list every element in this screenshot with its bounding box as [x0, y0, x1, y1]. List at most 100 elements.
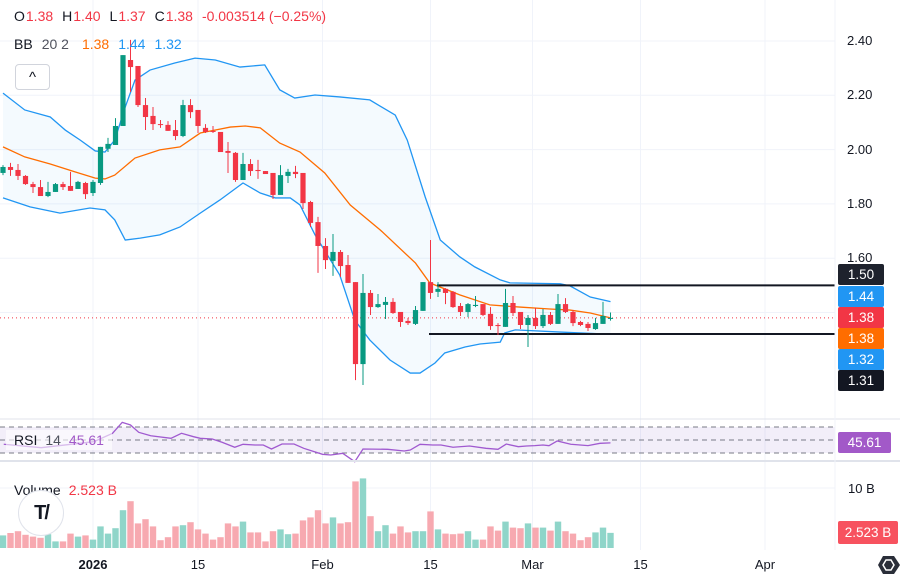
volume-bar — [472, 539, 479, 548]
candle-body — [435, 288, 441, 292]
volume-bar — [89, 539, 97, 548]
volume-bar — [449, 534, 457, 548]
open-value: 1.38 — [25, 8, 54, 24]
volume-bar — [434, 529, 442, 548]
volume-axis-tick: 10 B — [848, 481, 875, 496]
price-label: 1.31 — [838, 370, 884, 391]
volume-bar — [569, 533, 577, 548]
horizontal-level-lines[interactable] — [0, 284, 835, 335]
volume-bar — [112, 528, 119, 548]
price-axis-tick: 1.60 — [847, 250, 873, 266]
volume-bar — [299, 520, 307, 548]
candle-body — [465, 304, 471, 312]
candle-body — [187, 105, 194, 113]
volume-bar — [14, 531, 22, 548]
candle-body — [225, 150, 231, 153]
candle-body — [150, 115, 156, 125]
volume-bar — [44, 534, 52, 548]
pane-separators[interactable] — [0, 0, 900, 550]
high-value: 1.40 — [73, 8, 101, 24]
candle-body — [585, 323, 591, 328]
volume-bar — [104, 533, 112, 548]
volume-bar — [502, 521, 509, 548]
candle-body — [165, 124, 171, 131]
volume-bar — [224, 523, 232, 548]
chart-settings-button[interactable] — [872, 553, 900, 576]
volume-bar — [59, 541, 67, 548]
volume-bar — [7, 533, 14, 548]
candle-body — [397, 311, 404, 323]
price-axis-tick: 2.20 — [847, 87, 873, 103]
candle-body — [15, 169, 21, 176]
volume-bar — [67, 533, 74, 548]
time-axis-tick: 15 — [423, 557, 438, 572]
candle-body — [127, 60, 134, 68]
candle-body — [255, 169, 261, 172]
candle-body — [120, 55, 126, 126]
candle-body — [45, 191, 51, 197]
candle-body — [345, 264, 351, 283]
candle-body — [502, 302, 509, 327]
candle-body — [307, 201, 314, 223]
candle-body — [22, 175, 29, 185]
volume-bar — [412, 531, 419, 548]
volume-bar — [359, 478, 367, 548]
low-label: L — [109, 8, 118, 24]
candle-body — [577, 322, 584, 325]
volume-series — [0, 478, 614, 548]
volume-bar — [74, 536, 82, 548]
volume-bar — [464, 531, 472, 548]
candle-body — [412, 310, 419, 324]
candle-body — [7, 166, 14, 170]
candlestick-series — [0, 39, 614, 385]
bollinger-band-fill — [3, 58, 611, 374]
candle-body — [337, 251, 344, 267]
rsi-pane — [0, 421, 835, 463]
candle-body — [487, 313, 494, 327]
volume-bar — [187, 522, 194, 548]
volume-bar — [524, 523, 532, 548]
volume-bar — [232, 526, 239, 548]
candle-body — [322, 245, 329, 261]
price-label: 1.32 — [838, 349, 884, 370]
volume-bar — [382, 525, 389, 548]
volume-bar — [337, 523, 344, 548]
candle-body — [217, 131, 224, 153]
candle-body — [270, 172, 276, 195]
rsi-legend[interactable]: RSI 14 45.61 — [6, 430, 112, 450]
volume-bar — [284, 534, 292, 548]
candle-body — [540, 314, 546, 327]
candle-body — [277, 175, 284, 195]
volume-bar — [52, 541, 59, 548]
candle-body — [300, 172, 306, 204]
candle-body — [555, 304, 561, 324]
volume-bar — [157, 540, 164, 548]
candle-body — [52, 184, 59, 192]
candle-body — [450, 291, 456, 308]
bollinger-legend[interactable]: BB 20 2 1.38 1.44 1.32 — [14, 36, 182, 52]
candle-body — [37, 187, 44, 197]
close-label: C — [154, 8, 165, 24]
volume-bar — [209, 539, 217, 548]
candle-body — [510, 302, 516, 314]
volume-bar — [142, 519, 149, 548]
candle-body — [390, 301, 396, 314]
volume-bar — [367, 516, 374, 548]
volume-bar — [352, 481, 359, 548]
collapse-legend-button[interactable]: ^ — [15, 64, 50, 90]
volume-bar — [292, 533, 299, 548]
volume-bar — [599, 527, 607, 548]
candle-body — [285, 171, 291, 176]
bollinger-band-background — [3, 58, 611, 374]
high-label: H — [62, 8, 73, 24]
volume-bar — [494, 530, 502, 548]
candle-body — [457, 305, 464, 312]
volume-bar — [37, 537, 44, 548]
candle-body — [375, 304, 381, 308]
bollinger-lower-line — [2, 182, 611, 374]
candle-body — [427, 282, 434, 293]
candle-body — [532, 317, 539, 327]
tradingview-logo[interactable]: T/ — [18, 490, 64, 536]
volume-bar — [277, 529, 284, 548]
